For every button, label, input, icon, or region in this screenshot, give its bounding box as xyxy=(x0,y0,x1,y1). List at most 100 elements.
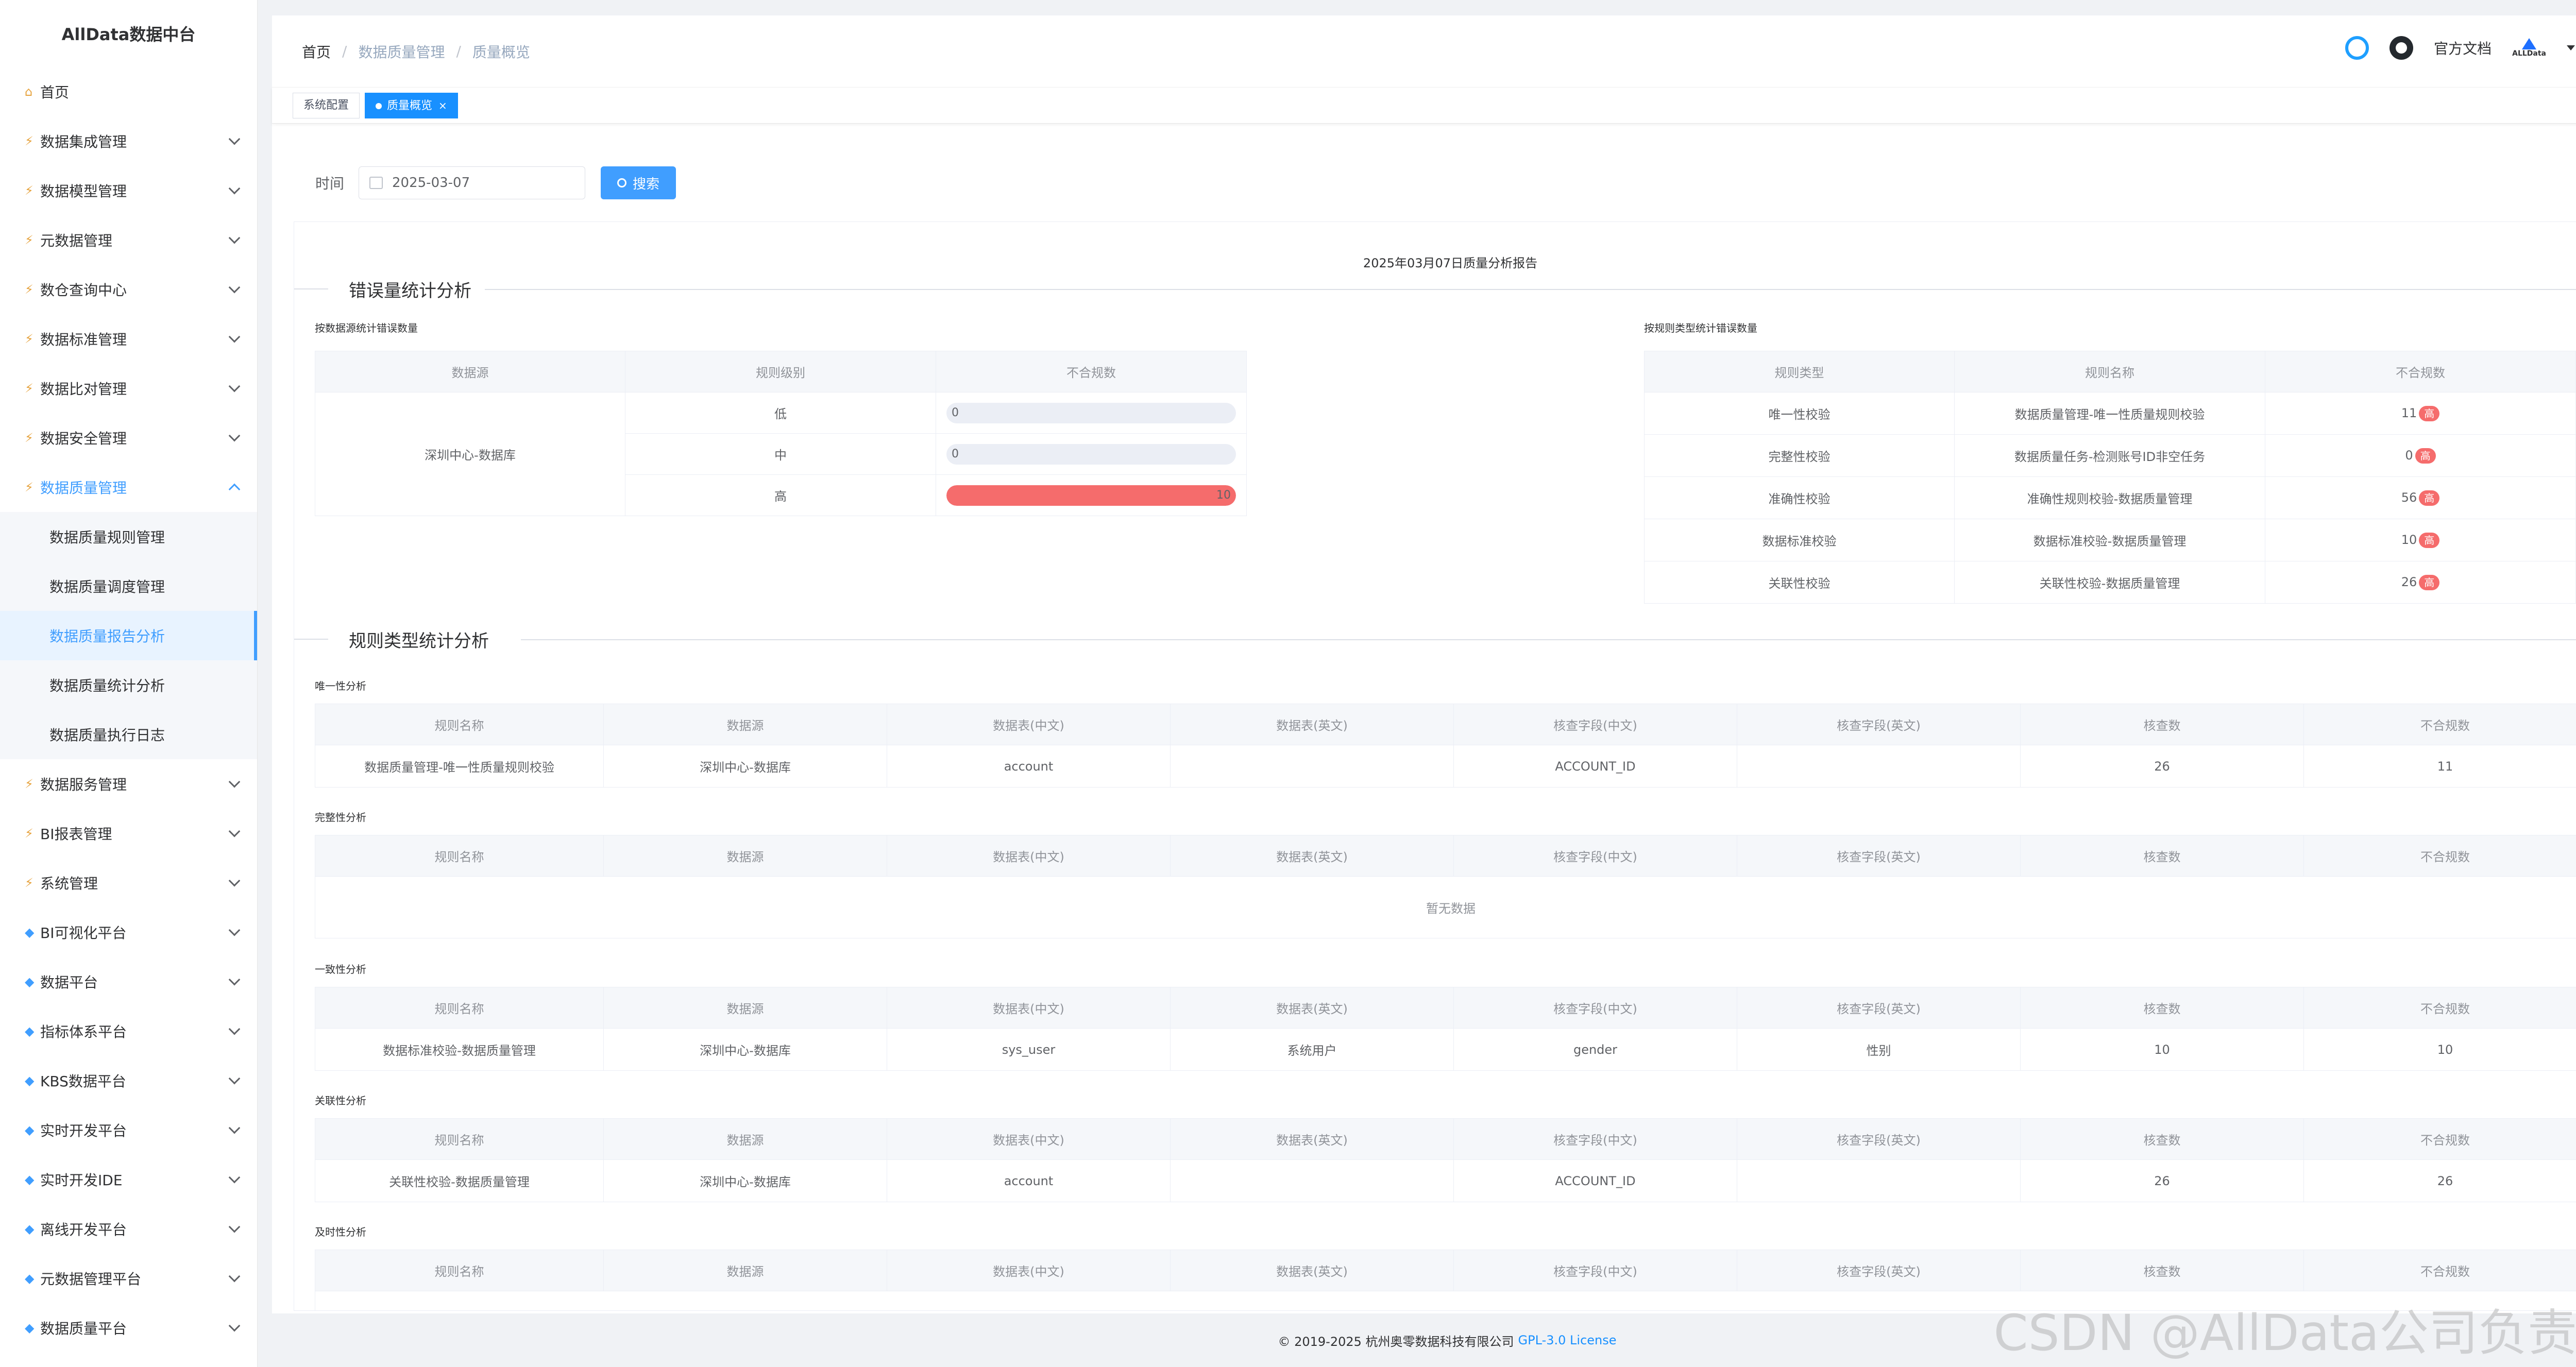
sidebar-item[interactable]: ◆ KBS数据平台 xyxy=(0,1056,257,1105)
relate-table: 规则名称 数据源 数据表(中文) 数据表(英文) 核查字段(中文) 核查字段(英文) 核查数… xyxy=(315,1118,2576,1202)
sidebar-subitem[interactable]: 数据质量调度管理 xyxy=(49,578,165,595)
progress-bar: 0 xyxy=(946,443,1236,465)
bolt-icon: ⚡ xyxy=(25,381,33,396)
sidebar-item-label: 数据平台 xyxy=(40,974,98,991)
sidebar-item-label: BI报表管理 xyxy=(40,826,112,843)
sidebar-subitem[interactable]: 数据质量报告分析 xyxy=(0,611,257,660)
column-header: 核查字段(中文) xyxy=(1453,1118,1737,1160)
github-icon[interactable] xyxy=(2389,36,2414,60)
caret-down-icon[interactable] xyxy=(2567,45,2575,50)
table-cell: sys_user xyxy=(887,1028,1171,1071)
sidebar-item-label: 数据质量管理 xyxy=(40,480,127,497)
sidebar-item-label: 数据模型管理 xyxy=(40,183,127,200)
chevron-up-icon xyxy=(228,483,241,495)
close-icon[interactable]: × xyxy=(438,99,447,112)
date-value: 2025-03-07 xyxy=(392,175,470,191)
tag-label: 质量概览 xyxy=(387,99,433,112)
progress-bar: 10 xyxy=(946,485,1236,506)
count-value: 0 xyxy=(2405,448,2413,463)
table-header-row: 规则名称 数据源 数据表(中文) 数据表(英文) 核查字段(中文) 核查字段(英文) 核查数… xyxy=(315,835,2576,877)
sidebar-item[interactable]: ⚡ 数据标准管理 xyxy=(0,314,257,364)
sidebar-subitem[interactable]: 数据质量规则管理 xyxy=(49,529,165,546)
cloud-icon[interactable] xyxy=(2345,36,2369,60)
table-cell: 10 xyxy=(2303,1028,2576,1071)
sidebar-item[interactable]: ◆ 实时开发平台 xyxy=(0,1105,257,1155)
analysis-title: 关联性分析 xyxy=(315,1095,366,1107)
column-header: 规则类型 xyxy=(1644,351,1955,392)
tag-quality-overview[interactable]: 质量概览 × xyxy=(365,92,458,118)
column-header: 不合规数 xyxy=(2303,835,2576,877)
app-logo-title[interactable]: AllData数据中台 xyxy=(61,25,196,44)
date-picker[interactable]: 2025-03-07 xyxy=(359,166,586,199)
table-row: 完整性校验 数据质量任务-检测账号ID非空任务 0 高 xyxy=(1644,434,2576,477)
sidebar-item[interactable]: ◆ BI可视化平台 xyxy=(0,908,257,957)
sidebar-item[interactable]: ⚡ BI报表管理 xyxy=(0,809,257,858)
table-cell: 数据质量管理-唯一性质量规则校验 xyxy=(315,745,604,788)
search-icon xyxy=(617,178,626,187)
sidebar-item[interactable]: ◆ 元数据管理平台 xyxy=(0,1254,257,1303)
chevron-down-icon xyxy=(228,281,241,294)
sidebar-item-home[interactable]: ⌂ 首页 xyxy=(0,67,257,116)
progress-bar: 0 xyxy=(946,402,1236,423)
column-header: 核查字段(中文) xyxy=(1453,987,1737,1029)
sidebar-item[interactable]: ◆ 离线开发平台 xyxy=(0,1204,257,1254)
sidebar-item[interactable]: ⚡ 数据集成管理 xyxy=(0,116,257,166)
table-row: 数据标准校验-数据质量管理 深圳中心-数据库 sys_user 系统用户 gender 性… xyxy=(315,1028,2576,1071)
chevron-down-icon xyxy=(228,380,241,392)
sidebar-subitem[interactable]: 数据质量执行日志 xyxy=(49,727,165,744)
table-header-row: 规则名称 数据源 数据表(中文) 数据表(英文) 核查字段(中文) 核查字段(英文) 核查数… xyxy=(315,704,2576,745)
sidebar-item-label: 数据安全管理 xyxy=(40,430,127,447)
sidebar-item[interactable]: ◆ 数据质量平台 xyxy=(0,1303,257,1353)
sidebar-subitem[interactable]: 数据质量统计分析 xyxy=(49,677,165,694)
sidebar-item-label: 首页 xyxy=(40,84,70,101)
sidebar-item[interactable]: ⚡ 数据模型管理 xyxy=(0,166,257,215)
column-header: 不合规数 xyxy=(936,351,1247,392)
tag-system-config[interactable]: 系统配置 xyxy=(293,92,360,118)
sidebar-item[interactable]: ⚡ 数据服务管理 xyxy=(0,759,257,809)
breadcrumb-home[interactable]: 首页 xyxy=(302,43,331,61)
count-value: 56 xyxy=(2401,490,2417,505)
sidebar-item[interactable]: ◆ 指标体系平台 xyxy=(0,1006,257,1056)
sidebar-item[interactable]: ◆ 数据平台 xyxy=(0,957,257,1006)
chevron-down-icon xyxy=(228,924,241,936)
count-cell: 0 xyxy=(936,392,1247,434)
navbar-right: 官方文档 ALLData xyxy=(2345,36,2575,60)
table-header-row: 规则名称 数据源 数据表(中文) 数据表(英文) 核查字段(中文) 核查字段(英文) 核查数… xyxy=(315,1118,2576,1160)
bolt-icon: ⚡ xyxy=(25,282,33,297)
chevron-down-icon xyxy=(228,1171,241,1184)
count-cell: 10 高 xyxy=(2265,519,2576,561)
severity-badge: 高 xyxy=(2419,405,2440,421)
source-error-table: 数据源 规则级别 不合规数 深圳中心-数据库低 0 中 0 高 10 xyxy=(315,351,1247,516)
watermark: CSDN @AllData公司负责人 xyxy=(1993,1304,2576,1362)
table-header-row: 规则名称 数据源 数据表(中文) 数据表(英文) 核查字段(中文) 核查字段(英文) 核查数… xyxy=(315,987,2576,1029)
severity-badge: 高 xyxy=(2419,532,2440,548)
column-header: 规则名称 xyxy=(315,704,604,745)
license-link[interactable]: GPL-3.0 License xyxy=(1518,1333,1617,1347)
table-header-row: 数据源 规则级别 不合规数 xyxy=(315,351,1247,392)
sidebar-item[interactable]: ⚡ 数据安全管理 xyxy=(0,413,257,463)
user-avatar[interactable]: ALLData xyxy=(2512,38,2546,58)
sidebar-item[interactable]: ⚡ 系统管理 xyxy=(0,858,257,908)
column-header: 数据源 xyxy=(315,351,625,392)
severity-badge: 高 xyxy=(2415,448,2436,464)
table-cell: 11 xyxy=(2303,745,2576,788)
rule-type-cell: 准确性校验 xyxy=(1644,476,1955,519)
sidebar-item-label: 数仓查询中心 xyxy=(40,282,127,299)
sidebar-item[interactable]: ⚡ 数据比对管理 xyxy=(0,364,257,413)
platform-icon: ◆ xyxy=(25,1073,35,1088)
sidebar-item[interactable]: ◆ 实时开发IDE xyxy=(0,1155,257,1204)
column-header: 核查字段(英文) xyxy=(1737,1250,2021,1291)
platform-icon: ◆ xyxy=(25,925,35,939)
search-button[interactable]: 搜索 xyxy=(601,166,676,199)
sidebar-item[interactable]: ⚡ 数仓查询中心 xyxy=(0,265,257,314)
table-cell xyxy=(1170,745,1454,788)
docs-link[interactable]: 官方文档 xyxy=(2434,40,2492,57)
divider xyxy=(485,289,2576,290)
sidebar-item[interactable]: ⚡ 数据质量管理 xyxy=(0,463,257,512)
source-cell: 深圳中心-数据库 xyxy=(315,392,625,516)
bolt-icon: ⚡ xyxy=(25,431,33,445)
chevron-down-icon xyxy=(228,133,241,145)
sidebar-item[interactable]: ⚡ 元数据管理 xyxy=(0,215,257,265)
progress-fill xyxy=(946,485,1236,506)
